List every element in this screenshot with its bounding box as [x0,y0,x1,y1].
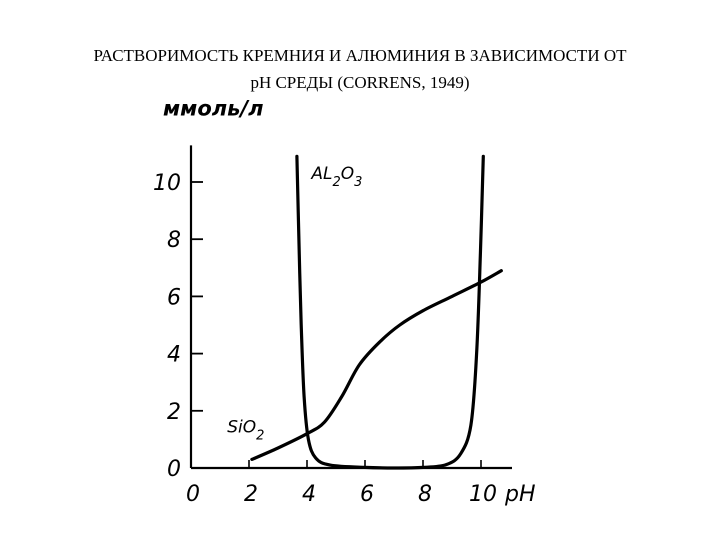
x-tick-label: 8 [418,482,432,507]
slide-title: РАСТВОРИМОСТЬ КРЕМНИЯ И АЛЮМИНИЯ В ЗАВИС… [20,42,700,96]
y-tick-label: 6 [167,285,181,310]
title-line-2: pH СРЕДЫ (CORRENS, 1949) [250,73,470,92]
x-tick-label: 6 [360,482,374,507]
y-tick-label: 8 [167,228,181,253]
sio2-curve [250,269,503,461]
x-tick-label: 2 [244,482,258,507]
y-axis-label: ммоль/л [163,96,263,120]
chart-series [250,154,503,470]
al2o3-label: AL2O3 [310,164,362,190]
y-tick-label: 0 [167,457,181,482]
x-axis-label: pH [504,482,536,507]
title-line-1: РАСТВОРИМОСТЬ КРЕМНИЯ И АЛЮМИНИЯ В ЗАВИС… [93,46,627,65]
chart-labels: ммоль/л pH SiO2 AL2O3 [163,96,536,507]
x-tick-label: 0 [186,482,200,507]
sio2-label: SiO2 [227,417,264,443]
y-tick-label: 2 [167,400,181,425]
y-tick-label: 4 [167,343,181,368]
x-tick-label: 4 [302,482,316,507]
chart-ticks: 0 2 4 6 8 10 0 2 4 6 8 10 [153,171,497,507]
y-tick-label: 10 [153,171,181,196]
x-tick-label: 10 [469,482,497,507]
al2o3-curve [295,154,485,470]
